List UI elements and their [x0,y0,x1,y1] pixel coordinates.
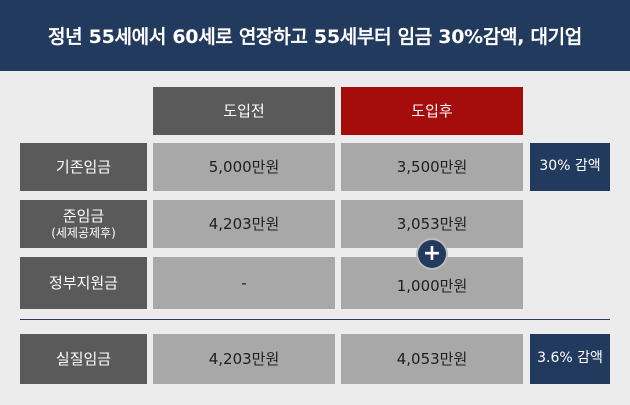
quasi-wage-label: 준임금 [62,207,105,226]
existing-wage-before: 5,000만원 [153,143,335,191]
government-subsidy-before: - [153,257,335,309]
quasi-wage-sublabel: (세제공제후) [51,225,116,240]
row-label-real-wage: 실질임금 [20,334,147,384]
column-header-after: 도입후 [341,87,523,135]
plus-icon: + [418,240,446,268]
column-header-before: 도입전 [153,87,335,135]
divider-line [20,319,610,320]
quasi-wage-before: 4,203만원 [153,200,335,248]
reduction-badge-real: 3.6% 감액 [530,334,610,384]
page-title: 정년 55세에서 60세로 연장하고 55세부터 임금 30%감액, 대기업 [0,0,630,71]
row-label-existing-wage: 기존임금 [20,143,147,191]
real-wage-before: 4,203만원 [153,334,335,384]
row-label-quasi-wage: 준임금 (세제공제후) [20,200,147,248]
row-label-government-subsidy: 정부지원금 [20,257,147,309]
real-wage-after: 4,053만원 [341,334,523,384]
existing-wage-after: 3,500만원 [341,143,523,191]
reduction-badge-existing: 30% 감액 [530,143,610,191]
